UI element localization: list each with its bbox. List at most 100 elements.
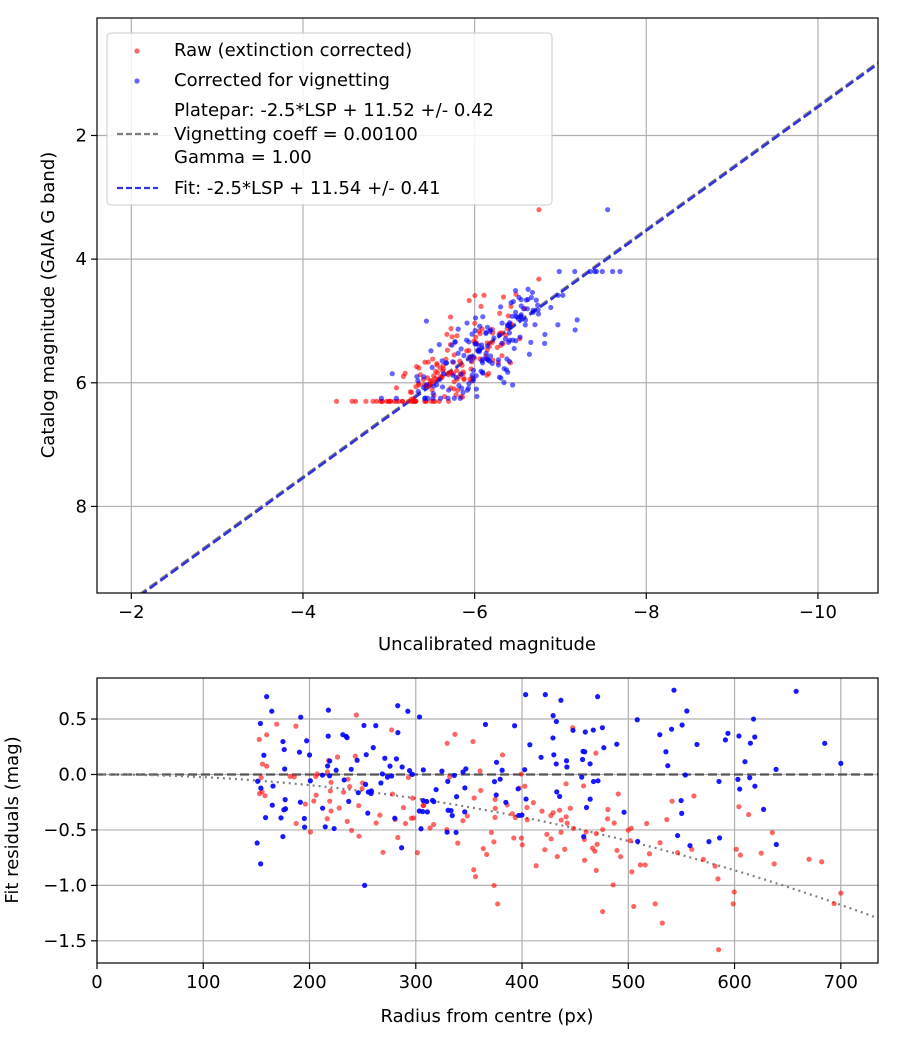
residual-point <box>455 840 461 846</box>
residual-point <box>257 720 264 727</box>
data-point <box>503 367 510 373</box>
residual-point <box>593 750 599 756</box>
data-point <box>393 395 399 401</box>
data-point <box>472 320 478 326</box>
data-point <box>415 388 421 395</box>
residual-point <box>341 777 347 783</box>
top-legend: Raw (extinction corrected) Corrected for… <box>106 32 553 206</box>
top-x-tick-label: −10 <box>799 602 837 623</box>
data-point <box>452 339 458 345</box>
residual-point <box>530 800 537 806</box>
data-point <box>434 370 441 376</box>
bottom-y-tick-label: −1.5 <box>43 931 87 952</box>
residual-point <box>599 725 605 731</box>
residual-point <box>347 784 353 790</box>
bottom-x-tick-label: 0 <box>91 972 102 993</box>
data-point <box>458 346 464 352</box>
data-point <box>459 362 465 368</box>
residual-point <box>590 778 597 785</box>
data-point <box>436 341 442 348</box>
residual-point <box>377 812 383 818</box>
data-point <box>505 313 511 319</box>
legend-label-vignetting: Vignetting coeff = 0.00100 <box>174 124 418 145</box>
data-point <box>437 395 444 401</box>
top-y-tick-label: 8 <box>76 496 87 517</box>
residual-point <box>747 775 753 781</box>
data-point <box>439 384 446 390</box>
data-point <box>443 360 449 366</box>
data-point <box>413 384 419 390</box>
residual-point <box>657 732 663 738</box>
data-point <box>542 331 548 338</box>
top-y-tick-label: 6 <box>76 373 87 394</box>
residual-point <box>659 920 665 926</box>
residual-point <box>512 723 518 729</box>
residual-point <box>679 810 685 816</box>
residual-point <box>258 861 264 867</box>
data-point <box>495 357 502 363</box>
data-point <box>436 377 443 383</box>
data-point <box>470 367 477 373</box>
data-point <box>466 380 472 387</box>
residual-point <box>325 763 331 769</box>
residual-point <box>712 863 718 869</box>
residual-point <box>600 908 606 915</box>
residual-point <box>370 745 376 751</box>
residual-point <box>725 730 731 736</box>
residual-point <box>581 857 588 863</box>
data-point <box>528 339 534 345</box>
data-point <box>439 358 445 364</box>
residual-point <box>324 816 330 822</box>
residual-point <box>519 842 525 848</box>
residual-point <box>610 882 616 888</box>
top-y-tick-label: 2 <box>76 125 87 146</box>
bottom-x-axis-label: Radius from centre (px) <box>380 1006 593 1027</box>
residual-point <box>831 901 837 907</box>
data-point <box>499 340 505 346</box>
data-point <box>460 389 466 396</box>
residual-point <box>334 754 341 760</box>
residual-point <box>570 727 576 733</box>
data-point <box>574 317 580 323</box>
data-point <box>459 385 465 391</box>
residual-point <box>736 804 742 810</box>
residual-point <box>460 818 466 824</box>
residual-point <box>444 829 450 835</box>
legend-marker-raw <box>134 48 140 54</box>
residual-point <box>730 901 736 907</box>
data-point <box>457 358 463 364</box>
residual-point <box>558 697 564 703</box>
residual-point <box>491 839 497 845</box>
data-point <box>509 313 515 319</box>
residual-point <box>491 779 498 785</box>
bottom-x-ticks: 0 100 200 300 400 500 600 700 <box>91 963 858 993</box>
residual-point <box>675 850 681 856</box>
residual-point <box>452 731 458 737</box>
residual-point <box>550 735 556 741</box>
residual-point <box>582 749 588 755</box>
data-point <box>605 207 611 213</box>
residual-point <box>684 708 690 714</box>
residual-point <box>278 815 284 821</box>
residual-point <box>557 793 563 800</box>
data-point <box>468 358 474 364</box>
data-point <box>409 398 415 404</box>
residual-point <box>280 833 286 840</box>
residual-point <box>439 768 445 774</box>
data-point <box>470 354 477 360</box>
data-point <box>529 289 536 296</box>
residual-point <box>297 799 303 805</box>
residual-point <box>280 738 286 745</box>
residual-point <box>542 692 548 698</box>
data-point <box>461 376 467 383</box>
residual-point <box>453 829 459 836</box>
residual-point <box>736 733 742 739</box>
residual-point <box>282 766 288 772</box>
residual-point <box>742 759 748 765</box>
residual-point <box>362 882 368 888</box>
residual-point <box>395 730 401 736</box>
residual-point <box>587 796 593 802</box>
data-point <box>473 386 479 392</box>
residual-point <box>771 861 777 867</box>
residual-point <box>363 752 369 758</box>
